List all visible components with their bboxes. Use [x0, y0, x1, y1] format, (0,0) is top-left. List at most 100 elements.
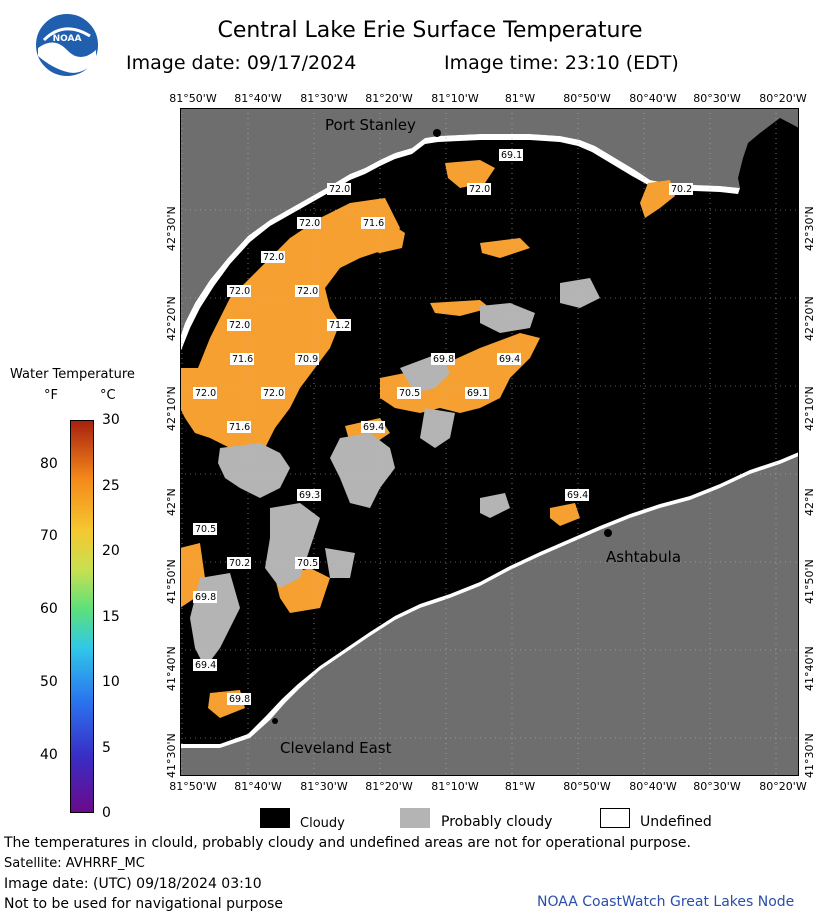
temperature-label: 69.4 [193, 659, 217, 671]
temperature-label: 72.0 [327, 183, 351, 195]
colorbar-c-tick: 25 [102, 477, 120, 494]
disclaimer-text: The temperatures in clould, probably clo… [4, 835, 691, 851]
temperature-label-text: 69.4 [499, 354, 520, 365]
temperature-label: 72.0 [297, 217, 321, 229]
temperature-label: 72.0 [227, 319, 251, 331]
bottom-longitude-tick: 81°40'W [234, 780, 282, 793]
utc-date-text: Image date: (UTC) 09/18/2024 03:10 [4, 876, 262, 892]
colorbar-c-tick: 30 [102, 412, 120, 428]
top-longitude-tick: 81°40'W [234, 92, 282, 105]
map-panel: 69.1 72.0 70.2 72.0 72.0 71.6 72.0 72.0 72.0 72.0… [180, 108, 799, 776]
temperature-label-text: 69.1 [501, 150, 522, 161]
colorbar-c-unit: °C [100, 388, 116, 403]
bottom-longitude-tick: 80°20'W [759, 780, 807, 793]
temperature-label: 72.0 [193, 387, 217, 399]
temperature-label-text: 70.2 [229, 558, 250, 569]
top-longitude-tick: 80°50'W [563, 92, 611, 105]
cleveland-east-marker [272, 718, 278, 724]
bottom-longitude-tick: 80°50'W [563, 780, 611, 793]
temperature-label: 71.6 [230, 353, 254, 365]
cleveland-east-label: Cleveland East [280, 739, 392, 757]
right-latitude-tick: 42°20'N [803, 296, 816, 341]
bottom-longitude-tick: 81°10'W [431, 780, 479, 793]
temperature-label: 72.0 [295, 285, 319, 297]
temperature-label-text: 70.9 [297, 354, 318, 365]
temperature-label-text: 72.0 [299, 218, 320, 229]
temperature-label-text: 71.6 [363, 218, 384, 229]
legend-cloudy-label: Cloudy [300, 816, 345, 831]
temperature-label: 72.0 [227, 285, 251, 297]
temperature-label: 70.2 [669, 183, 693, 195]
colorbar-f-tick: 70 [40, 528, 58, 545]
right-latitude-tick: 41°40'N [803, 646, 816, 691]
colorbar-c-tick: 20 [102, 543, 120, 559]
colorbar-f-tick: 40 [40, 746, 58, 763]
right-latitude-tick: 41°50'N [803, 559, 816, 604]
temperature-label-text: 72.0 [195, 388, 216, 399]
temperature-label-text: 72.0 [297, 286, 318, 297]
temperature-label: 70.2 [227, 557, 251, 569]
temperature-label-text: 71.6 [232, 354, 253, 365]
temperature-label-text: 71.2 [329, 320, 350, 331]
temperature-label: 69.1 [499, 149, 523, 161]
temperature-label-text: 69.4 [195, 660, 216, 671]
left-latitude-tick: 42°30'N [165, 206, 178, 251]
temperature-label: 69.1 [465, 387, 489, 399]
bottom-longitude-tick: 81°30'W [300, 780, 348, 793]
satellite-text: Satellite: AVHRRF_MC [4, 856, 145, 871]
map-title: Central Lake Erie Surface Temperature [217, 18, 643, 43]
colorbar-c-tick: 15 [102, 608, 120, 625]
port-stanley-marker [433, 129, 441, 137]
right-latitude-tick: 41°30'N [803, 733, 816, 778]
temperature-label: 69.4 [497, 353, 521, 365]
colorbar-title: Water Temperature [10, 367, 135, 382]
colorbar-f-tick: 60 [40, 601, 58, 618]
image-time: Image time: 23:10 (EDT) [444, 52, 679, 74]
temperature-label-text: 69.8 [195, 592, 216, 603]
top-longitude-tick: 80°30'W [693, 92, 741, 105]
left-latitude-tick: 42°N [165, 488, 178, 516]
temperature-label-text: 72.0 [229, 286, 250, 297]
temperature-label-text: 69.4 [363, 422, 384, 433]
temperature-label-text: 72.0 [263, 252, 284, 263]
graticule [180, 108, 799, 776]
top-longitude-tick: 81°W [504, 92, 536, 105]
top-longitude-tick: 81°30'W [300, 92, 348, 105]
temperature-label: 69.8 [227, 693, 251, 705]
bottom-longitude-tick: 81°20'W [365, 780, 413, 793]
temperature-label-text: 69.4 [567, 490, 588, 501]
temperature-label-text: 72.0 [329, 184, 350, 195]
temperature-label-text: 71.6 [229, 422, 250, 433]
colorbar-f-tick: 80 [40, 455, 58, 472]
logo-text: NOAA [52, 34, 82, 44]
legend-undefined-label: Undefined [640, 814, 712, 830]
temperature-label-text: 69.8 [229, 694, 250, 705]
temperature-label: 71.2 [327, 319, 351, 331]
ashtabula-label: Ashtabula [606, 548, 682, 566]
legend-probably-cloudy-swatch [400, 808, 430, 828]
legend-probably-cloudy-label: Probably cloudy [441, 814, 553, 830]
top-longitude-tick: 80°40'W [629, 92, 677, 105]
bottom-longitude-tick: 81°W [504, 780, 536, 793]
ashtabula-marker [604, 529, 612, 537]
right-latitude-tick: 42°N [803, 488, 816, 516]
temperature-label: 70.5 [295, 557, 319, 569]
image-date: Image date: 09/17/2024 [126, 52, 357, 74]
temperature-label-text: 70.5 [297, 558, 318, 569]
temperature-label: 72.0 [261, 251, 285, 263]
colorbar-f-unit: °F [44, 388, 58, 403]
temperature-label-text: 69.1 [467, 388, 488, 399]
left-latitude-tick: 41°50'N [165, 559, 178, 604]
right-latitude-tick: 42°10'N [803, 386, 816, 431]
temperature-label-text: 69.8 [433, 354, 454, 365]
top-longitude-tick: 80°20'W [759, 92, 807, 105]
temperature-label-text: 70.2 [671, 184, 692, 195]
temperature-label: 72.0 [467, 183, 491, 195]
left-latitude-tick: 42°20'N [165, 296, 178, 341]
temperature-label-text: 72.0 [229, 320, 250, 331]
temperature-label: 69.8 [431, 353, 455, 365]
temperature-label-text: 70.5 [195, 524, 216, 535]
top-longitude-tick: 81°20'W [365, 92, 413, 105]
colorbar-c-tick: 0 [102, 805, 111, 821]
